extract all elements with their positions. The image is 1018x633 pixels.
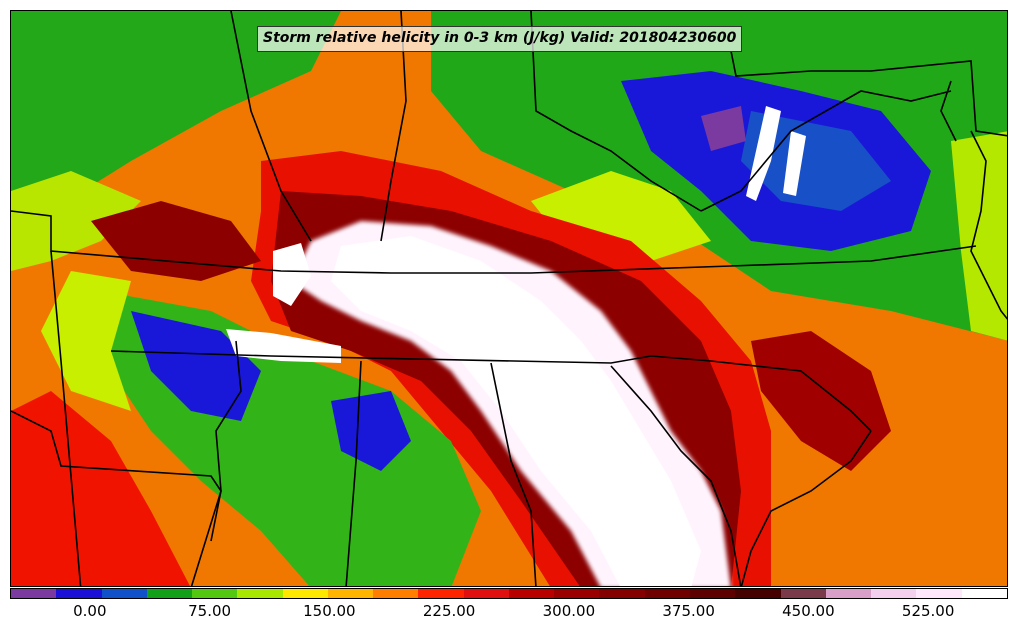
field-white-core-2 — [331, 236, 701, 586]
colorbar-segment — [916, 589, 962, 598]
colorbar-tick-label: 225.00 — [422, 602, 476, 620]
field-red-sw — [11, 391, 190, 586]
colorbar-segment — [871, 589, 917, 598]
colorbar-tick-label: 450.00 — [782, 602, 835, 620]
field-white-west-lobe — [226, 329, 341, 363]
field-white-streaks-ne — [746, 106, 806, 201]
colorbar-segment — [146, 589, 193, 598]
colorbar-tick-label: 300.00 — [542, 602, 596, 620]
field-yellow-west — [11, 171, 141, 271]
colorbar-segment — [961, 589, 1007, 598]
helicity-field — [11, 11, 1007, 586]
colorbar-segment — [418, 589, 464, 598]
colorbar-segment — [644, 589, 690, 598]
helicity-map: Storm relative helicity in 0-3 km (J/kg)… — [10, 10, 1008, 587]
colorbar-labels: 0.00 75.00 150.00 225.00 300.00 375.00 450.00 5… — [10, 602, 1008, 626]
colorbar-segment — [237, 589, 283, 598]
colorbar-tick-label: 525.00 — [901, 602, 955, 620]
colorbar-segment — [554, 589, 600, 598]
colorbar-segment — [192, 589, 238, 598]
colorbar — [10, 588, 1008, 599]
field-darkred-se — [751, 331, 891, 471]
colorbar-tick-label: 75.00 — [188, 602, 232, 620]
colorbar-segment — [463, 589, 509, 598]
colorbar-segment — [735, 589, 781, 598]
field-white-nw-lobe — [273, 243, 311, 306]
field-yellow-sw — [41, 271, 131, 411]
colorbar-segment — [508, 589, 555, 598]
field-darkred-west — [91, 201, 261, 281]
colorbar-tick-label: 0.00 — [73, 602, 107, 620]
field-blue-sw — [131, 311, 261, 421]
colorbar-segment — [56, 589, 102, 598]
colorbar-segment — [825, 589, 872, 598]
colorbar-tick-label: 150.00 — [303, 602, 356, 620]
map-title: Storm relative helicity in 0-3 km (J/kg)… — [257, 26, 743, 52]
colorbar-segment — [689, 589, 736, 598]
colorbar-segment — [780, 589, 826, 598]
colorbar-segment — [599, 589, 645, 598]
colorbar-tick-label: 375.00 — [662, 602, 715, 620]
state-boundaries — [11, 11, 1007, 586]
field-purple-ne — [701, 106, 746, 151]
colorbar-segment — [11, 589, 57, 598]
field-green-west — [11, 11, 341, 221]
field-blue-sw-2 — [331, 391, 411, 471]
colorbar-segment — [101, 589, 147, 598]
field-lightgreen-east — [951, 131, 1007, 341]
colorbar-segment — [373, 589, 419, 598]
colorbar-segment — [327, 589, 374, 598]
field-blue-ne-2 — [741, 111, 891, 211]
colorbar-segment — [282, 589, 328, 598]
